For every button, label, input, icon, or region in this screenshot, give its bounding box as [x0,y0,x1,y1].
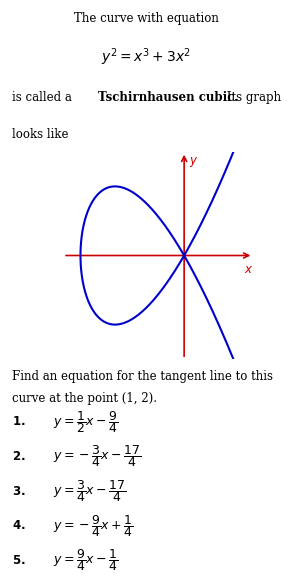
Text: Its graph: Its graph [223,91,281,103]
Text: $\mathbf{4.}$: $\mathbf{4.}$ [12,519,25,532]
Text: curve at the point (1, 2).: curve at the point (1, 2). [12,392,157,405]
Text: Find an equation for the tangent line to this: Find an equation for the tangent line to… [12,370,273,383]
Text: $\mathbf{5.}$: $\mathbf{5.}$ [12,554,25,566]
Text: $y = \dfrac{1}{2}x - \dfrac{9}{4}$: $y = \dfrac{1}{2}x - \dfrac{9}{4}$ [53,409,118,435]
Text: $x$: $x$ [244,263,253,276]
Text: $y = -\dfrac{9}{4}x + \dfrac{1}{4}$: $y = -\dfrac{9}{4}x + \dfrac{1}{4}$ [53,513,133,538]
Text: $\mathbf{3.}$: $\mathbf{3.}$ [12,485,25,498]
Text: The curve with equation: The curve with equation [74,12,219,25]
Text: $y$: $y$ [189,155,199,169]
Text: $\mathbf{2.}$: $\mathbf{2.}$ [12,450,25,463]
Text: Tschirnhausen cubic.: Tschirnhausen cubic. [98,91,239,103]
Text: is called a: is called a [12,91,75,103]
Text: looks like: looks like [12,128,68,141]
Text: $y^2 = x^3 + 3x^2$: $y^2 = x^3 + 3x^2$ [101,47,192,68]
Text: $y = -\dfrac{3}{4}x - \dfrac{17}{4}$: $y = -\dfrac{3}{4}x - \dfrac{17}{4}$ [53,444,141,470]
Text: $\mathbf{1.}$: $\mathbf{1.}$ [12,415,25,429]
Text: $y = \dfrac{9}{4}x - \dfrac{1}{4}$: $y = \dfrac{9}{4}x - \dfrac{1}{4}$ [53,547,118,573]
Text: $y = \dfrac{3}{4}x - \dfrac{17}{4}$: $y = \dfrac{3}{4}x - \dfrac{17}{4}$ [53,478,126,504]
